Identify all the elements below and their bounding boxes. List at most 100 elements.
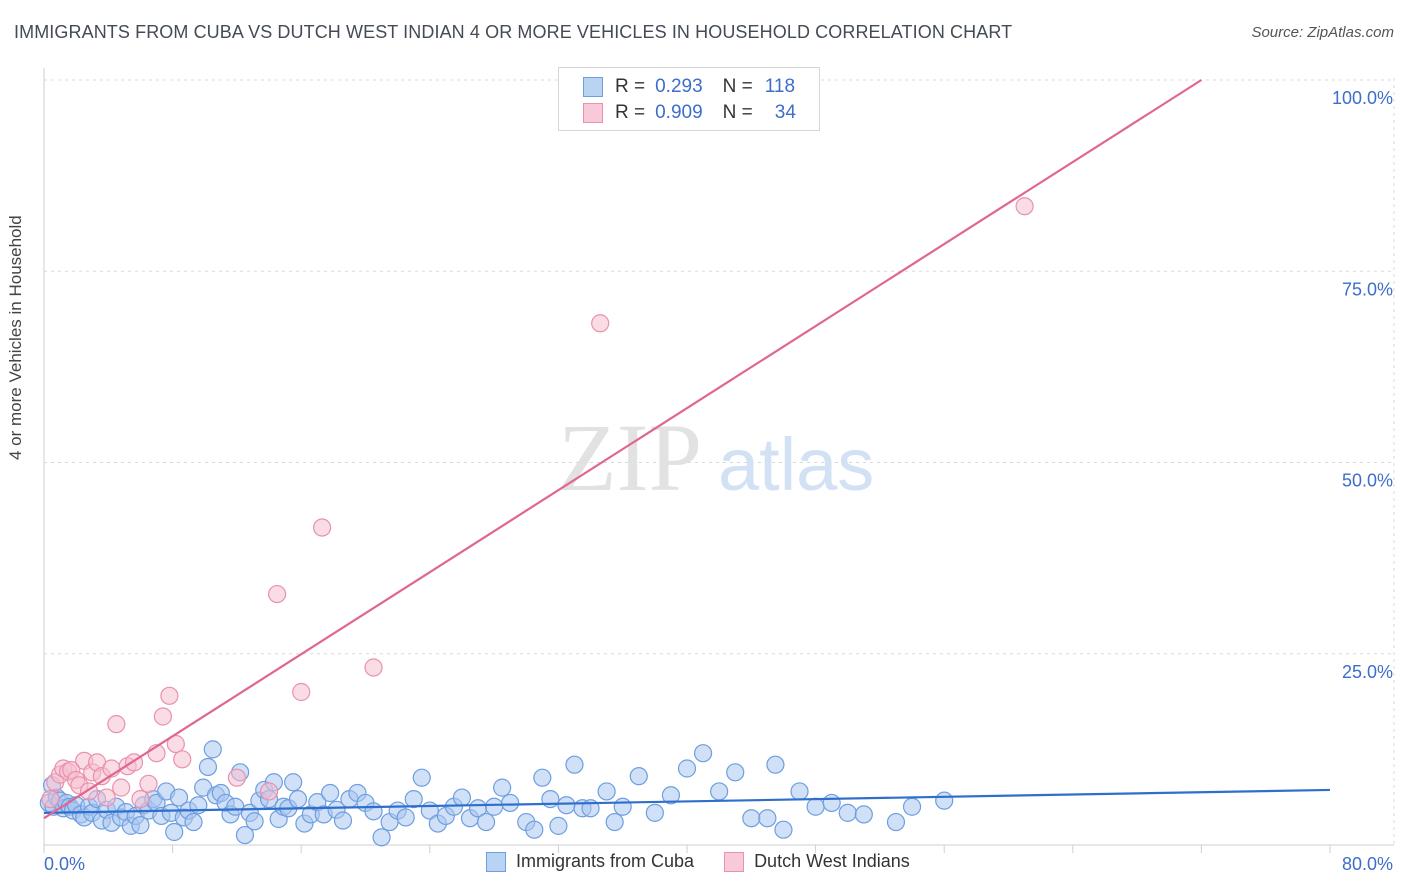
y-tick-label-1: 50.0% [1342, 471, 1393, 491]
cuba-point-38 [198, 757, 218, 777]
cuba-point-90 [549, 816, 568, 835]
dutch-swatch [583, 103, 603, 123]
dutch-n-label: N = [722, 102, 753, 123]
dutch-point-33 [1015, 197, 1034, 216]
cuba-point-72 [396, 808, 415, 827]
cuba-point-31 [165, 822, 184, 842]
cuba-point-95 [597, 782, 616, 801]
cuba-point-87 [525, 820, 544, 839]
watermark-atlas: atlas [718, 423, 874, 506]
cuba-point-105 [742, 809, 761, 828]
cuba-point-73 [404, 789, 423, 809]
cuba-point-69 [372, 828, 391, 847]
cuba-r-label: R = [615, 76, 646, 97]
trend-lines [43, 79, 1331, 820]
cuba-point-74 [412, 768, 431, 787]
cuba-point-107 [766, 755, 785, 774]
data-points [39, 197, 1034, 847]
cuba-point-46 [235, 825, 255, 845]
dutch-point-19 [131, 789, 150, 809]
cuba-point-104 [726, 763, 745, 782]
cuba-point-56 [284, 773, 303, 792]
source-credit: Source: ZipAtlas.com [1251, 24, 1394, 41]
cuba-point-111 [822, 793, 841, 813]
cuba-point-88 [533, 768, 552, 787]
cuba-point-96 [605, 812, 624, 832]
cuba-point-113 [854, 805, 873, 824]
cuba-n-value: 118 [764, 76, 796, 97]
cuba-point-98 [629, 767, 648, 786]
y-tick-label-3: 100.0% [1332, 88, 1393, 108]
dutch-point-31 [364, 658, 383, 677]
dutch-trend-line [43, 79, 1202, 820]
axes [43, 68, 1394, 853]
cuba-point-114 [886, 812, 906, 832]
cuba-point-103 [710, 782, 729, 801]
cuba-point-110 [806, 797, 825, 816]
cuba-point-100 [661, 786, 681, 805]
chart-title: IMMIGRANTS FROM CUBA VS DUTCH WEST INDIA… [14, 22, 1013, 42]
cuba-point-48 [245, 812, 264, 831]
cuba-point-82 [476, 812, 496, 832]
watermark-zip: ZIP [558, 404, 702, 511]
cuba-point-89 [541, 789, 560, 809]
dutch-point-22 [153, 707, 173, 726]
series-legend: Immigrants from Cuba Dutch West Indians [486, 851, 940, 872]
cuba-point-101 [677, 759, 697, 778]
cuba-point-115 [902, 797, 922, 816]
cuba-point-108 [774, 820, 793, 839]
y-tick-label-2: 75.0% [1342, 279, 1393, 299]
stats-legend: R = 0.293 N = 118 R = 0.909 N = 34 [558, 67, 820, 131]
cuba-point-109 [790, 782, 809, 801]
stats-row-dutch: R = 0.909 N = 34 [583, 100, 796, 126]
cuba-point-32 [169, 788, 189, 807]
dutch-n-value: 34 [774, 102, 796, 123]
dutch-point-15 [107, 715, 126, 734]
tick-labels: 25.0% 50.0% 75.0% 100.0% 0.0% 80.0% [44, 88, 1393, 874]
cuba-swatch [583, 77, 603, 97]
legend-cuba-label: Immigrants from Cuba [516, 851, 695, 871]
cuba-point-84 [493, 778, 512, 797]
cuba-point-35 [184, 812, 203, 832]
dutch-point-27 [259, 782, 279, 801]
dutch-point-16 [112, 778, 131, 797]
y-axis-title: 4 or more Vehicles in Household [6, 215, 25, 460]
dutch-point-26 [227, 768, 246, 787]
x-tick-label-1: 80.0% [1342, 854, 1393, 874]
dutch-point-29 [292, 682, 311, 702]
dutch-point-23 [160, 686, 179, 705]
cuba-point-92 [565, 755, 584, 774]
cuba-point-79 [452, 788, 472, 807]
cuba-point-57 [288, 789, 308, 809]
legend-dutch-label: Dutch West Indians [754, 851, 910, 871]
cuba-point-62 [321, 783, 340, 803]
cuba-r-value: 0.293 [655, 76, 703, 97]
cuba-point-64 [333, 811, 353, 830]
legend-dutch-swatch [724, 851, 745, 872]
cuba-point-68 [364, 802, 383, 821]
dutch-point-13 [97, 788, 116, 807]
dutch-point-30 [312, 518, 332, 537]
cuba-point-116 [935, 791, 954, 810]
stats-row-cuba: R = 0.293 N = 118 [583, 74, 795, 100]
cuba-trend-line [43, 788, 1331, 814]
cuba-point-83 [485, 797, 504, 816]
legend-cuba-swatch [486, 851, 506, 872]
cuba-point-106 [758, 809, 777, 828]
cuba-point-97 [613, 797, 632, 816]
dutch-point-32 [591, 314, 610, 333]
legend-item-cuba[interactable]: Immigrants from Cuba [486, 851, 694, 872]
cuba-point-99 [645, 803, 664, 822]
dutch-r-label: R = [615, 102, 646, 123]
legend-item-dutch[interactable]: Dutch West Indians [724, 851, 910, 872]
dutch-r-value: 0.909 [655, 102, 703, 123]
cuba-point-112 [838, 803, 857, 822]
cuba-point-23 [131, 816, 150, 835]
cuba-point-102 [693, 744, 713, 763]
y-tick-label-0: 25.0% [1342, 662, 1393, 682]
dutch-point-25 [173, 750, 192, 769]
x-tick-label-0: 0.0% [44, 854, 85, 874]
dutch-point-0 [41, 789, 60, 809]
cuba-point-39 [203, 740, 222, 759]
